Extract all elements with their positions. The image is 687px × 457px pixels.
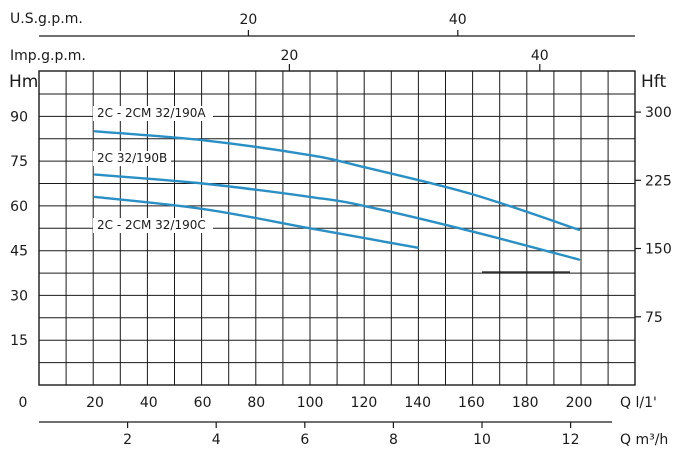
- curve-label: 2C 32/190B: [97, 151, 167, 165]
- curve-label-background: [93, 151, 171, 166]
- x-m3h-tick-label: 4: [212, 432, 221, 448]
- x-m3h-axis-title: Q m³/h: [620, 432, 668, 448]
- curve-label-background: [93, 218, 213, 233]
- x-lpm-tick-label: 80: [247, 395, 265, 411]
- curve-labels: 2C - 2CM 32/190A 2C 32/190B 2C - 2CM 32/19…: [93, 106, 213, 233]
- x-m3h-tick-label: 10: [473, 432, 491, 448]
- y-left-axis-title: Hm: [9, 72, 38, 92]
- x-lpm-tick-label: 180: [512, 395, 539, 411]
- y-left-tick-label: 15: [10, 333, 28, 349]
- curve-label-background: [93, 106, 213, 121]
- x-lpm-tick-label: 140: [404, 395, 431, 411]
- x-m3h-tick-label: 8: [389, 432, 398, 448]
- curve-label: 2C - 2CM 32/190A: [97, 106, 206, 120]
- y-right-tick-label: 300: [645, 105, 672, 121]
- curve-label: 2C - 2CM 32/190C: [97, 218, 206, 232]
- y-left-tick-label: 45: [10, 244, 28, 260]
- y-right-tick-label: 150: [645, 242, 672, 258]
- x-lpm-tick-label: 40: [140, 395, 158, 411]
- y-right-tick-label: 75: [645, 310, 663, 326]
- imp-gpm-tick-label: 20: [280, 48, 298, 64]
- y-left-tick-label: 60: [10, 199, 28, 215]
- x-lpm-axis-title: Q l/1': [620, 395, 657, 411]
- x-m3h-tick-label: 2: [123, 432, 132, 448]
- us-gpm-tick-label: 40: [449, 12, 467, 28]
- x-lpm-zero-label: 0: [19, 395, 28, 411]
- x-lpm-tick-label: 100: [297, 395, 324, 411]
- pump-curve-line: [93, 173, 581, 261]
- x-m3h-tick-label: 6: [300, 432, 309, 448]
- x-lpm-tick-label: 60: [194, 395, 212, 411]
- us-gpm-ticks: 20 40: [239, 12, 467, 36]
- x-lpm-ticks: 20 40 60 80 100 120 140 160 180 200: [86, 395, 592, 411]
- x-lpm-tick-label: 120: [351, 395, 378, 411]
- imp-gpm-ticks: 20 40: [280, 48, 549, 71]
- y-right-tick-label: 225: [645, 173, 672, 189]
- x-lpm-tick-label: 200: [566, 395, 593, 411]
- y-left-ticks: 15 30 45 60 75 90: [10, 109, 28, 349]
- x-m3h-tick-label: 12: [562, 432, 580, 448]
- x-lpm-tick-label: 160: [458, 395, 485, 411]
- y-right-axis-title: Hft: [641, 72, 666, 92]
- y-right-ticks: 75 150 225 300: [635, 105, 672, 326]
- x-lpm-tick-label: 20: [86, 395, 104, 411]
- plot-frame: [38, 70, 636, 386]
- y-left-tick-label: 90: [10, 109, 28, 125]
- x-m3h-ticks: 2 4 6 8 10 12: [123, 422, 580, 448]
- pump-curve-line: [93, 195, 419, 249]
- imp-gpm-label: Imp.g.p.m.: [10, 48, 86, 64]
- pump-curves: [93, 130, 581, 261]
- us-gpm-tick-label: 20: [239, 12, 257, 28]
- imp-gpm-tick-label: 40: [531, 48, 549, 64]
- us-gpm-label: U.S.g.p.m.: [10, 11, 83, 27]
- y-left-tick-label: 75: [10, 154, 28, 170]
- pump-curve-line: [93, 130, 581, 231]
- y-left-tick-label: 30: [10, 288, 28, 304]
